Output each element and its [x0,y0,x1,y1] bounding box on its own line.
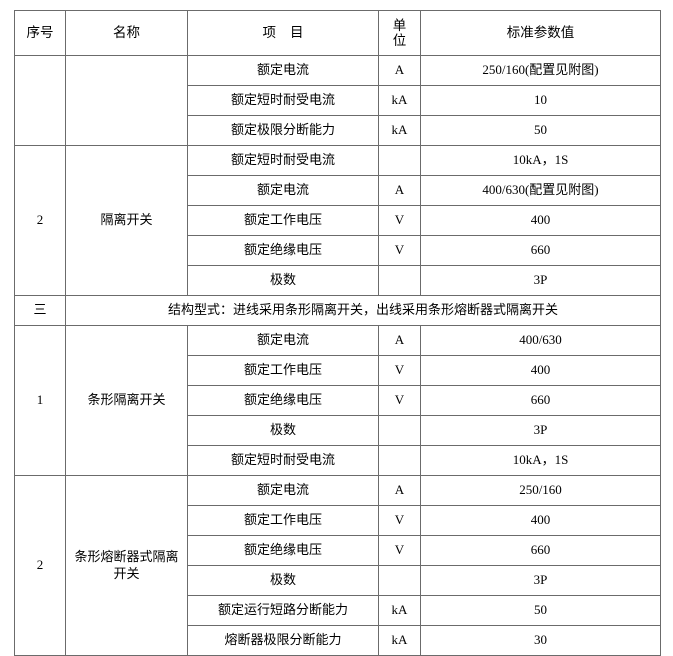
header-cell-seq: 序号 [14,10,66,56]
cell-unit: kA [378,85,421,116]
cell-unit [378,565,421,596]
cell-value: 250/160 [420,475,661,506]
cell-item: 额定极限分断能力 [187,115,379,146]
cell-item: 额定绝缘电压 [187,535,379,566]
specification-table: 序号 名称项目单位标准参数值 额定电流 A 250/160(配置见附图) 额定短时耐受电流… [14,10,661,656]
cell-item: 极数 [187,415,379,446]
cell-value: 30 [420,625,661,656]
cell-unit: A [378,325,421,356]
table-section-row: 三结构型式：进线采用条形隔离开关，出线采用条形熔断器式隔离开关 [14,295,661,326]
cell-device-name: 条形熔断器式隔离开关 [65,475,188,656]
cell-unit: A [378,175,421,206]
cell-item: 极数 [187,265,379,296]
header-item-char-2: 目 [290,24,304,40]
cell-value: 400 [420,205,661,236]
cell-unit: V [378,385,421,416]
cell-unit: V [378,235,421,266]
cell-value: 400 [420,355,661,386]
header-cell-name: 名称 [65,10,188,56]
cell-unit: V [378,355,421,386]
cell-unit: V [378,535,421,566]
cell-sequence [14,55,66,146]
cell-item: 极数 [187,565,379,596]
cell-device-name: 隔离开关 [65,145,188,296]
cell-value: 10kA，1S [420,445,661,476]
cell-item: 额定工作电压 [187,355,379,386]
cell-value: 50 [420,595,661,626]
cell-unit [378,145,421,176]
cell-unit [378,445,421,476]
cell-value: 660 [420,535,661,566]
table-body: 序号 名称项目单位标准参数值 额定电流 A 250/160(配置见附图) 额定短时耐受电流… [14,10,661,656]
cell-item: 额定短时耐受电流 [187,85,379,116]
header-cell-value: 标准参数值 [420,10,661,56]
cell-value: 50 [420,115,661,146]
table-row: 2 隔离开关 额定短时耐受电流 10kA，1S [14,145,661,296]
cell-item: 额定绝缘电压 [187,235,379,266]
cell-device-name [65,55,188,146]
table-row: 额定电流 A 250/160(配置见附图) [14,55,661,146]
cell-item: 额定短时耐受电流 [187,145,379,176]
cell-section-sequence: 三 [14,295,66,326]
table-row: 额定绝缘电压 V 660 [15,385,661,416]
header-item-char-1: 项 [262,24,277,40]
table-row: 极数 3P [15,415,661,446]
cell-sequence: 2 [14,145,66,296]
header-unit-line-2: 位 [392,33,407,48]
cell-section-text: 结构型式：进线采用条形隔离开关，出线采用条形熔断器式隔离开关 [65,295,661,326]
table-header-row: 序号 名称项目单位标准参数值 [14,10,661,56]
cell-sequence: 1 [14,325,66,476]
cell-unit: A [378,475,421,506]
cell-unit [378,415,421,446]
cell-value: 3P [420,565,661,596]
cell-value: 250/160(配置见附图) [420,55,661,86]
cell-unit [378,265,421,296]
table-row: 额定短时耐受电流 kA 10 [15,85,661,116]
table-row: 额定运行短路分断能力 kA 50 [15,595,661,626]
cell-unit: V [378,505,421,536]
cell-item: 额定工作电压 [187,505,379,536]
cell-device-name: 条形隔离开关 [65,325,188,476]
cell-unit: V [378,205,421,236]
cell-value: 660 [420,235,661,266]
cell-sequence: 2 [14,475,66,656]
cell-item: 额定运行短路分断能力 [187,595,379,626]
cell-item: 额定工作电压 [187,205,379,236]
header-unit-line-1: 单 [392,17,407,33]
cell-unit: kA [378,595,421,626]
table-row: 极数 3P [15,565,661,596]
cell-value: 400/630(配置见附图) [420,175,661,206]
cell-value: 400/630 [420,325,661,356]
cell-unit: A [378,55,421,86]
cell-unit: kA [378,115,421,146]
cell-item: 额定电流 [187,325,379,356]
cell-unit: kA [378,625,421,656]
cell-item: 额定电流 [187,55,379,86]
cell-item: 额定电流 [187,175,379,206]
table-row: 额定电流 A 400/630(配置见附图) [15,175,661,206]
header-cell-item: 项目 [187,10,379,56]
cell-item: 额定短时耐受电流 [187,445,379,476]
cell-value: 400 [420,505,661,536]
table-row: 极数 3P [15,265,661,296]
cell-item: 额定绝缘电压 [187,385,379,416]
cell-value: 10 [420,85,661,116]
cell-value: 3P [420,265,661,296]
table-row: 2 条形熔断器式隔离开关 额定电流 A 250/160 [14,475,661,656]
cell-value: 10kA，1S [420,145,661,176]
specification-table-container: 序号 名称项目单位标准参数值 额定电流 A 250/160(配置见附图) 额定短时耐受电流… [14,10,661,656]
cell-value: 660 [420,385,661,416]
table-row: 1 条形隔离开关 额定电流 A 400/630 [14,325,661,476]
table-row: 额定极限分断能力 kA 50 [15,115,661,146]
cell-item: 额定电流 [187,475,379,506]
cell-item: 熔断器极限分断能力 [187,625,379,656]
header-cell-unit: 单位 [378,10,421,56]
cell-value: 3P [420,415,661,446]
